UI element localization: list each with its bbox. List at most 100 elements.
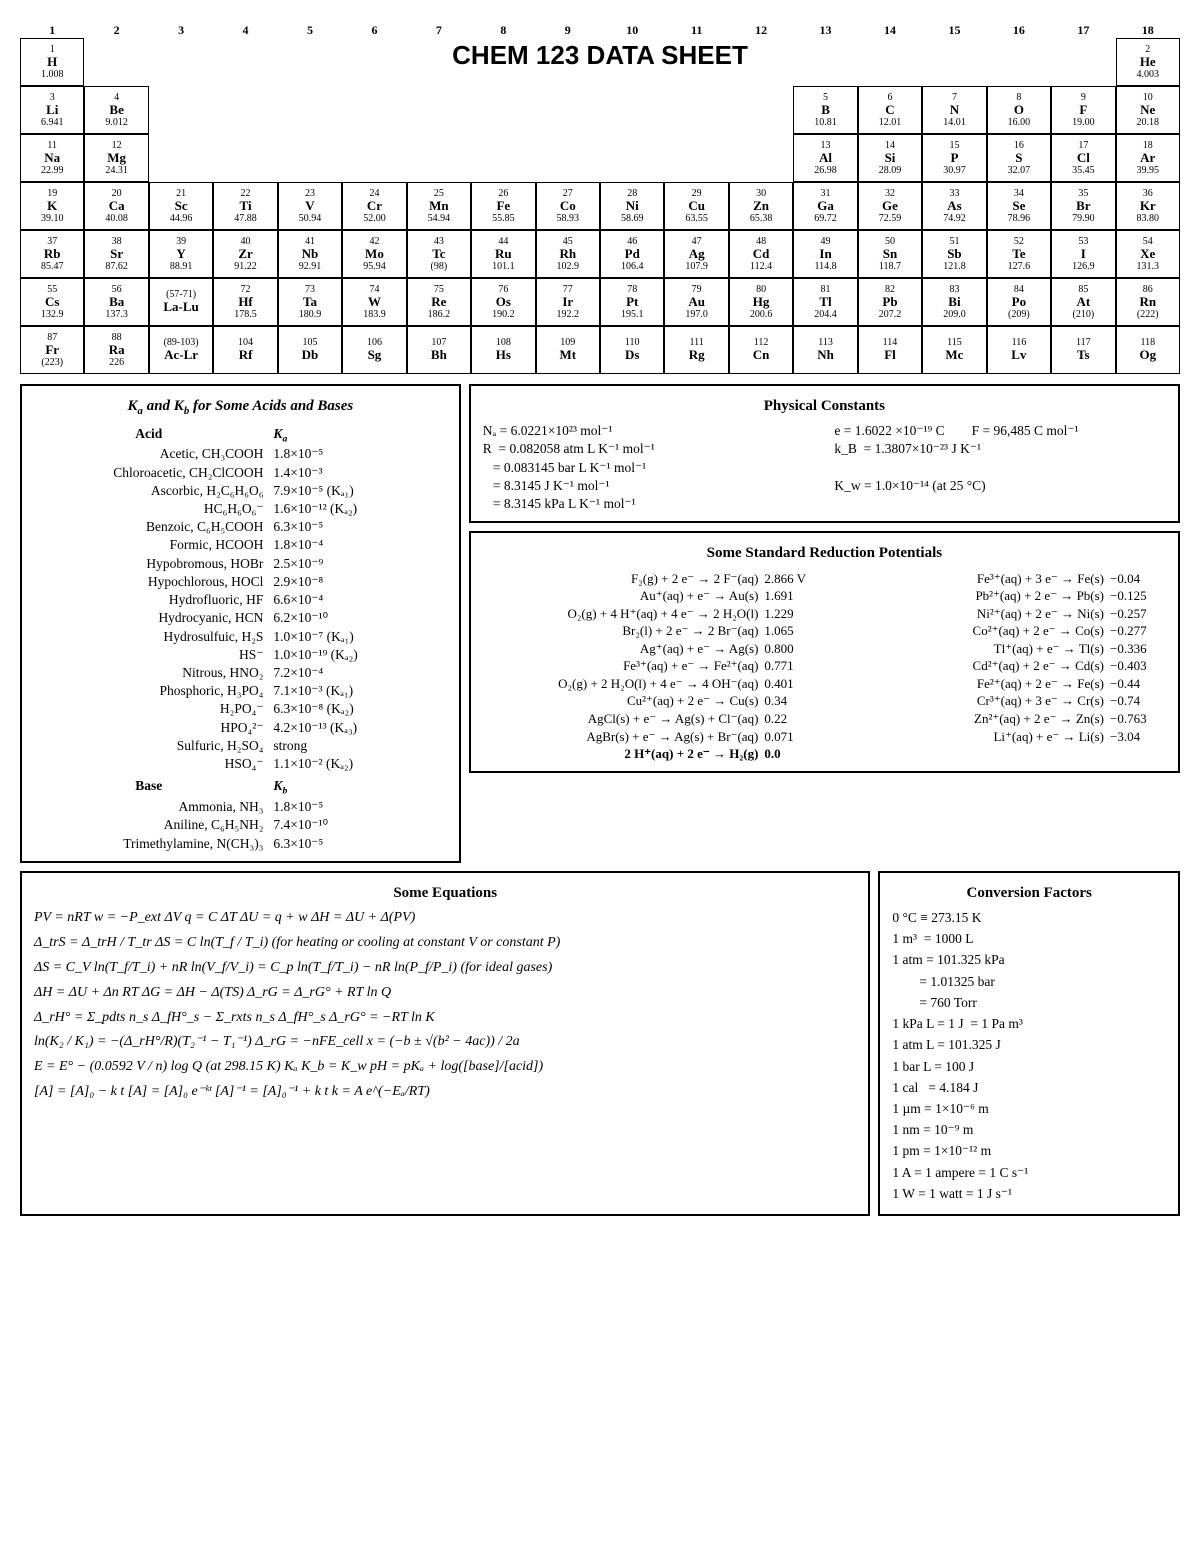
group-header-2: 2 (84, 20, 148, 38)
base-row: Aniline, C₆H₅NH₂7.4×10⁻¹⁰ (34, 816, 447, 834)
element-Au: 79Au197.0 (664, 278, 728, 326)
element-Rf: 104Rf (213, 326, 277, 374)
constants-box: Physical Constants Nₐ = 6.0221×10²³ mol⁻… (469, 384, 1180, 523)
conversion-line: 1 W = 1 watt = 1 J s⁻¹ (892, 1185, 1166, 1203)
element-W: 74W183.9 (342, 278, 406, 326)
element-Os: 76Os190.2 (471, 278, 535, 326)
group-header-5: 5 (278, 20, 342, 38)
equation-line: [A] = [A]₀ − k t [A] = [A]₀ e⁻ᵏᵗ [A]⁻¹ =… (34, 1083, 856, 1102)
element-Ni: 28Ni58.69 (600, 182, 664, 230)
conversion-line: 1 A = 1 ampere = 1 C s⁻¹ (892, 1164, 1166, 1182)
element-As: 33As74.92 (922, 182, 986, 230)
const-right (834, 495, 1166, 513)
element-K: 19K39.10 (20, 182, 84, 230)
element-Ds: 110Ds (600, 326, 664, 374)
element-Sn: 50Sn118.7 (858, 230, 922, 278)
acid-row: HS⁻1.0×10⁻¹⁹ (Kₐ₂) (34, 646, 447, 664)
element-Re: 75Re186.2 (407, 278, 471, 326)
acid-row: HPO₄²⁻4.2×10⁻¹³ (Kₐ₃) (34, 719, 447, 737)
element-Xe: 54Xe131.3 (1116, 230, 1180, 278)
element-Ba: 56Ba137.3 (84, 278, 148, 326)
acid-headers: Acid Ka (34, 425, 447, 446)
srp-row: AgBr(s) + e⁻ → Ag(s) + Br⁻(aq)0.071 (483, 728, 821, 746)
element-H: 1H1.008 (20, 38, 84, 86)
element-Sr: 38Sr87.62 (84, 230, 148, 278)
conversions-box: Conversion Factors 0 °C ≡ 273.15 K1 m³ =… (878, 871, 1180, 1216)
conversion-line: = 760 Torr (892, 994, 1166, 1012)
equation-line: ΔS = C_V ln(T_f/T_i) + nR ln(V_f/V_i) = … (34, 959, 856, 978)
element-Ne: 10Ne20.18 (1116, 86, 1180, 134)
conversion-line: 1 m³ = 1000 L (892, 930, 1166, 948)
element-Be: 4Be9.012 (84, 86, 148, 134)
group-header-7: 7 (407, 20, 471, 38)
const-right: k_B = 1.3807×10⁻²³ J K⁻¹ (834, 440, 1166, 458)
acid-row: Hypobromous, HOBr2.5×10⁻⁹ (34, 555, 447, 573)
group-header-10: 10 (600, 20, 664, 38)
element-Ar: 18Ar39.95 (1116, 134, 1180, 182)
periodic-grid: 1234567891011121314151617181H1.0082He4.0… (20, 20, 1180, 374)
conversion-line: = 1.01325 bar (892, 973, 1166, 991)
srp-row: Fe²⁺(aq) + 2 e⁻ → Fe(s)−0.44 (828, 675, 1166, 693)
base-row: Ammonia, NH₃1.8×10⁻⁵ (34, 798, 447, 816)
const-right (834, 459, 1166, 477)
element-Si: 14Si28.09 (858, 134, 922, 182)
group-header-8: 8 (471, 20, 535, 38)
srp-row: Cd²⁺(aq) + 2 e⁻ → Cd(s)−0.403 (828, 657, 1166, 675)
const-left: = 0.083145 bar L K⁻¹ mol⁻¹ (483, 459, 815, 477)
srp-title: Some Standard Reduction Potentials (483, 543, 1166, 563)
element-Al: 13Al26.98 (793, 134, 857, 182)
element-Cu: 29Cu63.55 (664, 182, 728, 230)
group-header-16: 16 (987, 20, 1051, 38)
group-header-6: 6 (342, 20, 406, 38)
element-Hf: 72Hf178.5 (213, 278, 277, 326)
group-header-3: 3 (149, 20, 213, 38)
element-Tc: 43Tc(98) (407, 230, 471, 278)
constants-grid: Nₐ = 6.0221×10²³ mol⁻¹e = 1.6022 ×10⁻¹⁹ … (483, 422, 1166, 513)
element-La-Lu: (57-71)La-Lu (149, 278, 213, 326)
const-right: e = 1.6022 ×10⁻¹⁹ C F = 96,485 C mol⁻¹ (834, 422, 1166, 440)
element-Ag: 47Ag107.9 (664, 230, 728, 278)
element-Te: 52Te127.6 (987, 230, 1051, 278)
element-Ts: 117Ts (1051, 326, 1115, 374)
group-header-11: 11 (664, 20, 728, 38)
element-At: 85At(210) (1051, 278, 1115, 326)
element-Li: 3Li6.941 (20, 86, 84, 134)
conversion-line: 1 atm L = 101.325 J (892, 1036, 1166, 1054)
equations-box: Some Equations PV = nRT w = −P_ext ΔV q … (20, 871, 870, 1216)
element-Nh: 113Nh (793, 326, 857, 374)
element-He: 2He4.003 (1116, 38, 1180, 86)
const-left: R = 0.082058 atm L K⁻¹ mol⁻¹ (483, 440, 815, 458)
acid-row: Ascorbic, H₂C₆H₆O₆7.9×10⁻⁵ (Kₐ₁) (34, 482, 447, 500)
group-header-9: 9 (536, 20, 600, 38)
element-Mc: 115Mc (922, 326, 986, 374)
element-N: 7N14.01 (922, 86, 986, 134)
srp-right-col: Fe³⁺(aq) + 3 e⁻ → Fe(s)−0.04Pb²⁺(aq) + 2… (828, 570, 1166, 763)
base-headers: Base Kb (34, 777, 447, 798)
srp-row: Li⁺(aq) + e⁻ → Li(s)−3.04 (828, 728, 1166, 746)
element-Ac-Lr: (89-103)Ac-Lr (149, 326, 213, 374)
equation-line: Δ_trS = Δ_trH / T_tr ΔS = C ln(T_f / T_i… (34, 934, 856, 953)
acid-row: Acetic, CH₃COOH1.8×10⁻⁵ (34, 445, 447, 463)
srp-left-col: F₂(g) + 2 e⁻ → 2 F⁻(aq)2.866 VAu⁺(aq) + … (483, 570, 821, 763)
group-header-13: 13 (793, 20, 857, 38)
acid-row: Hydrosulfuic, H₂S1.0×10⁻⁷ (Kₐ₁) (34, 628, 447, 646)
group-header-1: 1 (20, 20, 84, 38)
group-header-18: 18 (1116, 20, 1180, 38)
acid-row: Formic, HCOOH1.8×10⁻⁴ (34, 536, 447, 554)
srp-row: Br₂(l) + 2 e⁻ → 2 Br⁻(aq)1.065 (483, 622, 821, 640)
acid-list: Acetic, CH₃COOH1.8×10⁻⁵Chloroacetic, CH₂… (34, 445, 447, 773)
srp-row: Cu²⁺(aq) + 2 e⁻ → Cu(s)0.34 (483, 692, 821, 710)
element-In: 49In114.8 (793, 230, 857, 278)
element-Po: 84Po(209) (987, 278, 1051, 326)
element-Kr: 36Kr83.80 (1116, 182, 1180, 230)
constants-title: Physical Constants (483, 396, 1166, 416)
conversion-line: 1 kPa L = 1 J = 1 Pa m³ (892, 1015, 1166, 1033)
element-Pt: 78Pt195.1 (600, 278, 664, 326)
element-Br: 35Br79.90 (1051, 182, 1115, 230)
element-Og: 118Og (1116, 326, 1180, 374)
element-Fl: 114Fl (858, 326, 922, 374)
element-Tl: 81Tl204.4 (793, 278, 857, 326)
srp-row: F₂(g) + 2 e⁻ → 2 F⁻(aq)2.866 V (483, 570, 821, 588)
element-Ga: 31Ga69.72 (793, 182, 857, 230)
srp-row: Cr³⁺(aq) + 3 e⁻ → Cr(s)−0.74 (828, 692, 1166, 710)
